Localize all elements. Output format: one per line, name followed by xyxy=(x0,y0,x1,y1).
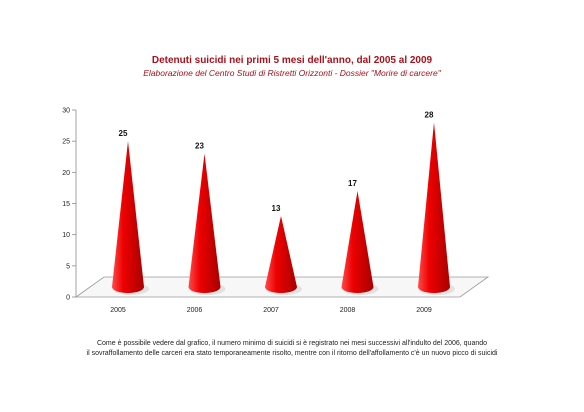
caption-line-2: il sovraffollamento delle carceri era st… xyxy=(86,350,498,357)
cone-2008 xyxy=(341,191,379,295)
cone-2005 xyxy=(112,141,149,295)
data-label: 23 xyxy=(195,142,204,151)
y-tick-label: 0 xyxy=(66,295,70,302)
x-category-label: 2008 xyxy=(340,307,356,314)
cone-mark xyxy=(418,122,450,293)
data-label: 28 xyxy=(425,110,434,119)
x-category-label: 2007 xyxy=(263,307,279,314)
y-tick-label: 25 xyxy=(62,139,70,146)
cone-mark xyxy=(188,153,221,293)
y-tick-label: 5 xyxy=(66,263,70,270)
cone-2009 xyxy=(418,122,455,295)
data-label: 13 xyxy=(272,204,281,213)
data-label: 25 xyxy=(119,129,128,138)
caption-line-1: Come è possibile vedere dal grafico, il … xyxy=(96,340,488,347)
x-category-label: 2006 xyxy=(187,307,203,314)
y-tick-label: 10 xyxy=(62,232,70,239)
x-category-label: 2009 xyxy=(416,307,432,314)
cone-2007 xyxy=(265,215,302,295)
cone-2006 xyxy=(188,153,226,295)
y-tick-label: 30 xyxy=(62,108,70,115)
cone-mark xyxy=(265,215,297,293)
x-category-label: 2005 xyxy=(110,307,126,314)
cone-mark xyxy=(112,141,144,293)
y-tick-label: 20 xyxy=(62,170,70,177)
y-tick-label: 15 xyxy=(62,201,70,208)
cone-mark xyxy=(341,191,374,293)
chart-title: Detenuti suicidi nei primi 5 mesi dell'a… xyxy=(151,55,433,66)
data-label: 17 xyxy=(348,179,357,188)
chart-subtitle: Elaborazione del Centro Studi di Ristret… xyxy=(143,68,441,78)
